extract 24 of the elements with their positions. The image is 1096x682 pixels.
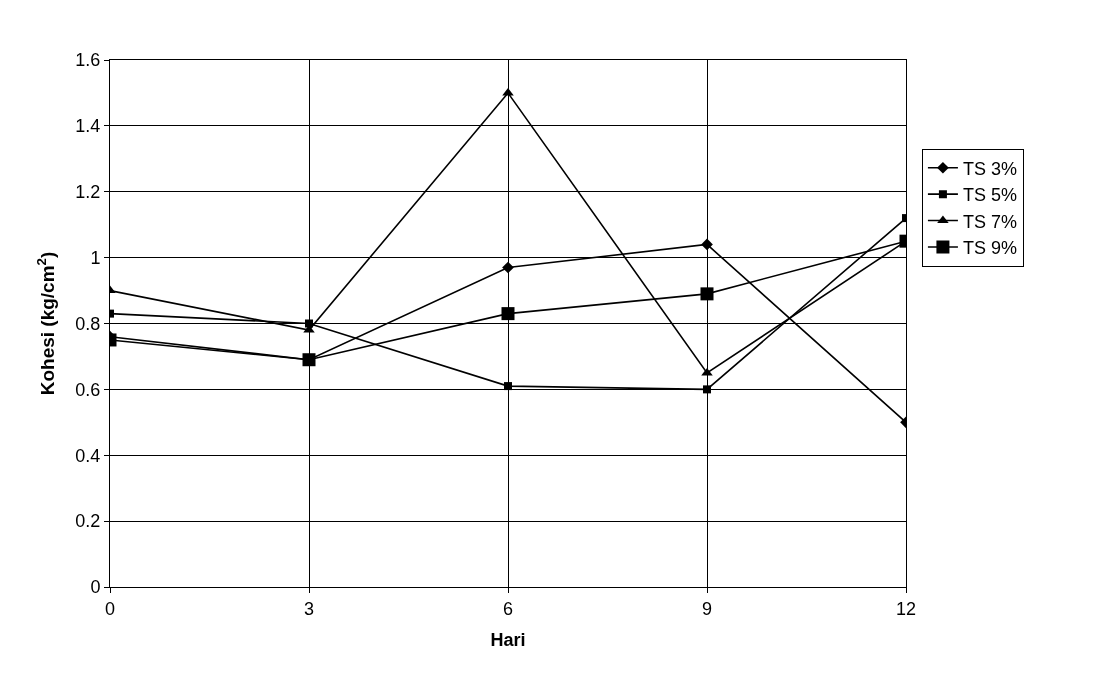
y-tick-label: 0 (90, 577, 101, 598)
x-tick-label: 0 (104, 598, 116, 619)
y-tick-label: 1 (90, 247, 101, 268)
point (700, 287, 714, 301)
y-tick-label: 1.6 (75, 50, 101, 71)
y-tick-label: 0.4 (75, 445, 101, 466)
x-tick-label: 12 (895, 598, 917, 619)
legend-label: TS 7% (962, 211, 1017, 232)
point (504, 382, 512, 391)
point (703, 385, 711, 394)
legend-label: TS 3% (962, 158, 1017, 179)
point (501, 307, 515, 321)
y-tick-label: 0.8 (75, 313, 101, 334)
x-tick-label: 6 (502, 598, 514, 619)
legend-label: TS 5% (962, 185, 1017, 206)
y-tick-label: 1.4 (75, 116, 101, 137)
point (305, 319, 313, 328)
y-tick-label: 0.2 (75, 511, 101, 532)
legend-label: TS 9% (962, 237, 1017, 258)
x-tick-label: 3 (303, 598, 315, 619)
y-tick-label: 0.6 (75, 379, 101, 400)
x-axis-title: Hari (490, 629, 526, 650)
x-tick-label: 9 (701, 598, 713, 619)
y-tick-label: 1.2 (75, 182, 101, 203)
